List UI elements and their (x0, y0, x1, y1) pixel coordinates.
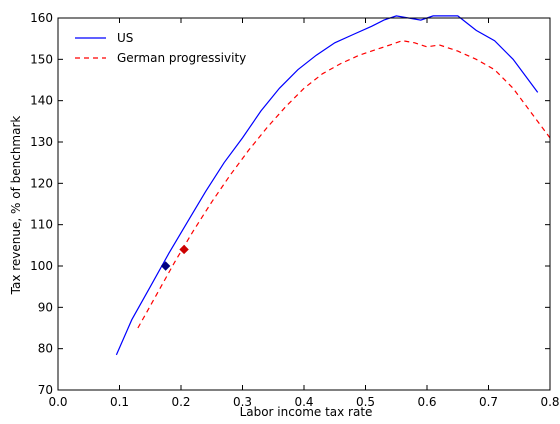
y-tick-label: 120 (30, 176, 53, 190)
series-marker-0 (160, 261, 171, 271)
y-tick-label: 130 (30, 135, 53, 149)
x-tick-label: 0.4 (294, 395, 313, 409)
x-tick-label: 0.5 (356, 395, 375, 409)
x-tick-label: 0.3 (233, 395, 252, 409)
legend: US German progressivity (75, 31, 246, 65)
legend-label-0: US (117, 31, 133, 45)
y-tick-label: 140 (30, 94, 53, 108)
y-tick-label: 150 (30, 52, 53, 66)
y-tick-label: 80 (38, 342, 53, 356)
x-tick-label: 0.6 (417, 395, 436, 409)
x-tick-label: 0.1 (110, 395, 129, 409)
x-axis-label: Labor income tax rate (240, 405, 373, 419)
legend-label-1: German progressivity (117, 51, 246, 65)
x-tick-label: 0.7 (479, 395, 498, 409)
x-tick-label: 0.8 (540, 395, 559, 409)
y-axis-label: Tax revenue, % of benchmark (9, 116, 23, 296)
y-tick-label: 70 (38, 383, 53, 397)
plot-frame (57, 17, 551, 391)
y-tick-label: 90 (38, 300, 53, 314)
series-line-0 (115, 15, 539, 356)
y-tick-label: 160 (30, 11, 53, 25)
x-tick-label: 0.0 (48, 395, 67, 409)
series-line-1 (137, 40, 551, 329)
y-tick-label: 100 (30, 259, 53, 273)
y-tick-label: 110 (30, 218, 53, 232)
axis-layer: 0.0 0.1 0.2 0.3 0.4 0.5 0.6 0.7 0.8 70 80 90 100 110 1… (30, 11, 559, 409)
plot-layer (115, 15, 551, 356)
x-tick-label: 0.2 (171, 395, 190, 409)
series-marker-1 (179, 244, 189, 255)
